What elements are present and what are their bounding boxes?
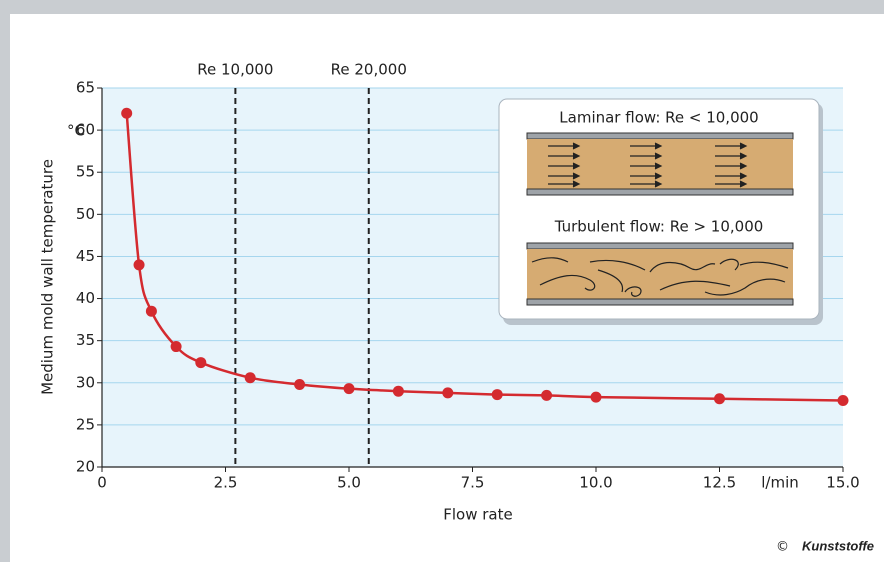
y-tick-label: 45 [76,247,95,265]
pipe-wall [527,243,793,249]
y-tick-label: 35 [76,331,95,349]
credit-name: Kunststoffe [802,538,874,553]
chart: Flow rate Medium mold wall temperature °… [0,0,884,562]
pipe-wall [527,133,793,139]
pipe-wall [527,189,793,195]
point [146,306,157,317]
pipe-flow [527,249,793,299]
x-tick-label: 0 [97,474,107,492]
point [195,357,206,368]
x-axis-title: Flow rate [443,506,512,524]
point [121,108,132,119]
point [245,372,256,383]
y-axis-title: Medium mold wall temperature [39,159,57,395]
point [591,392,602,403]
credit-symbol: © [776,540,789,555]
y-tick-label: 30 [76,373,95,391]
y-tick-label: 50 [76,205,95,223]
point [838,395,849,406]
y-tick-label: 55 [76,163,95,181]
x-tick-label: 12.5 [703,474,736,492]
point [492,389,503,400]
point [294,379,305,390]
y-tick-label: 40 [76,289,95,307]
pipe-wall [527,299,793,305]
y-tick-label: 20 [76,458,95,476]
y-tick-label: 25 [76,415,95,433]
x-tick-label: 7.5 [461,474,485,492]
reference-label: Re 10,000 [197,61,273,79]
x-tick-label: 15.0 [826,474,859,492]
point [134,259,145,270]
x-tick-label: 10.0 [579,474,612,492]
top-band [0,0,884,14]
point [393,386,404,397]
reference-label: Re 20,000 [331,61,407,79]
turbulent-label: Turbulent flow: Re > 10,000 [554,218,764,236]
point [714,393,725,404]
inset: Laminar flow: Re < 10,000 Turbulent flow… [499,99,823,325]
x-unit: l/min [761,474,799,492]
y-tick-label: 65 [76,79,95,97]
y-tick-label: 60 [76,121,95,139]
point [344,383,355,394]
point [171,341,182,352]
laminar-label: Laminar flow: Re < 10,000 [559,109,758,127]
x-tick-label: 5.0 [337,474,361,492]
left-band [0,0,10,562]
x-tick-label: 2.5 [214,474,238,492]
point [442,387,453,398]
point [541,390,552,401]
